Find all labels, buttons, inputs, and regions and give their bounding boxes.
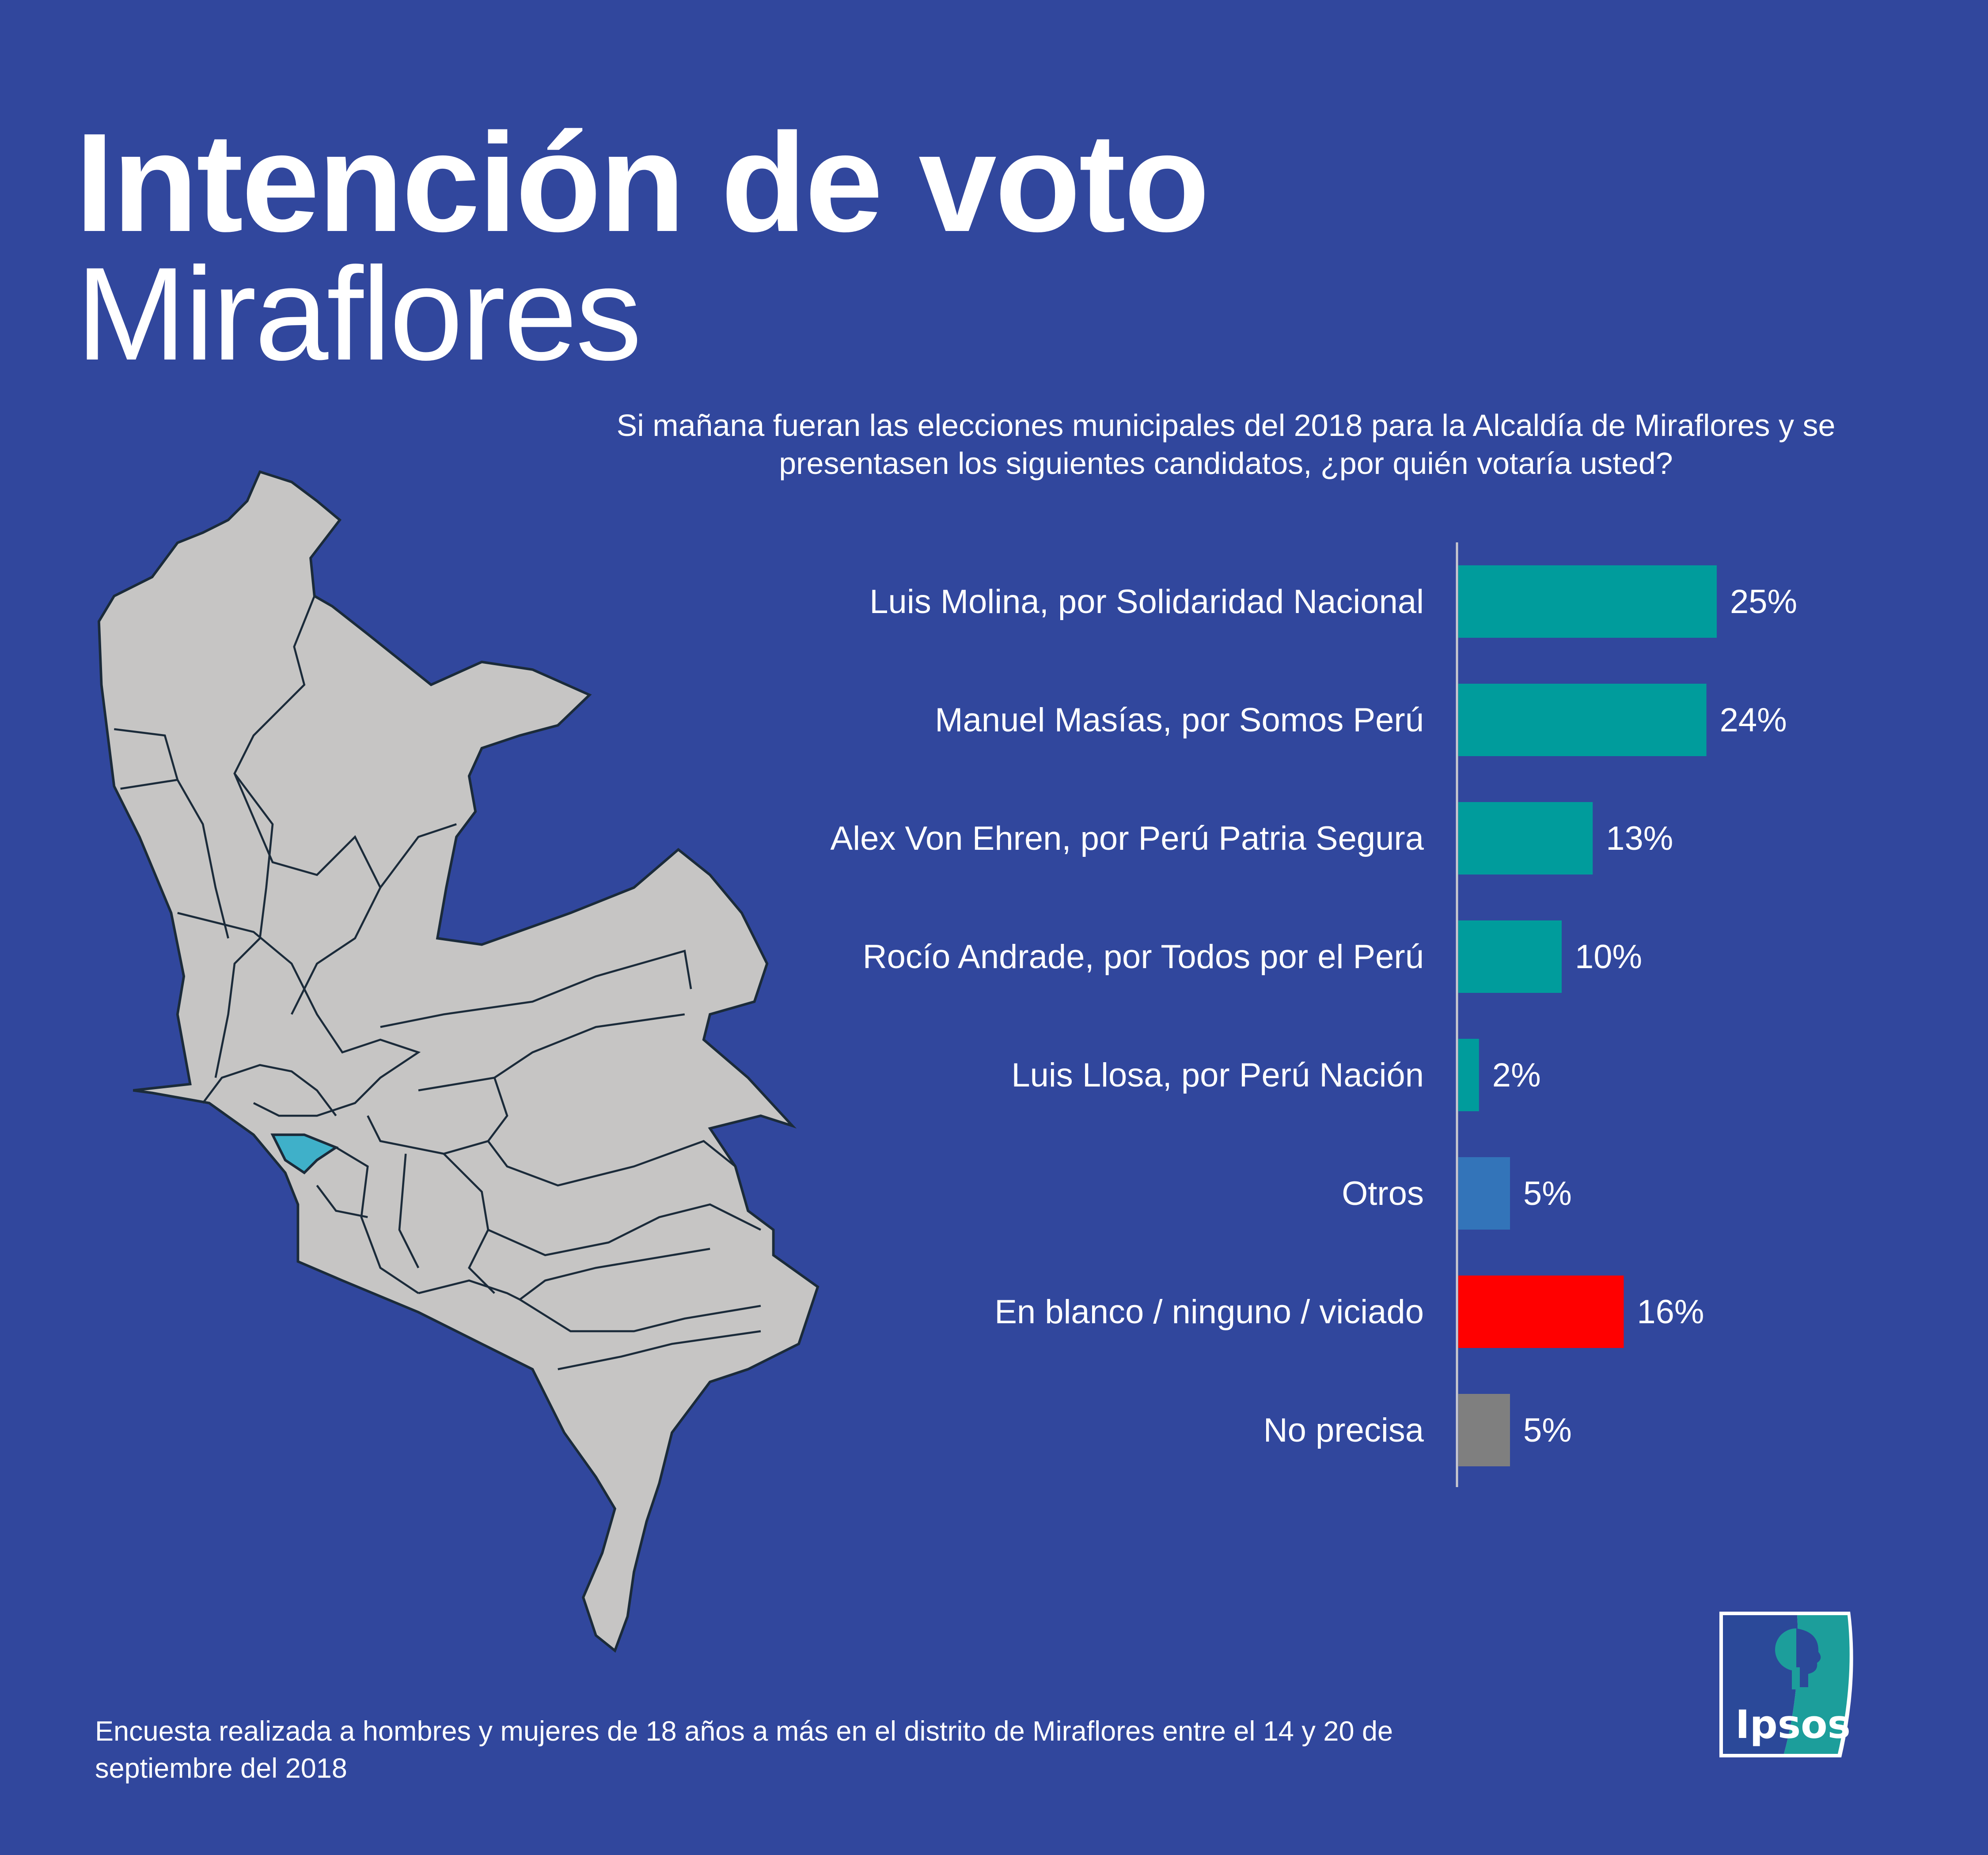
ipsos-logo-text: Ipsos [1735,1702,1851,1747]
value-label: 16% [1637,1293,1704,1331]
value-label: 5% [1523,1175,1572,1212]
value-label: 10% [1575,938,1642,976]
category-label: Rocío Andrade, por Todos por el Perú [863,938,1424,976]
value-label: 25% [1730,583,1797,621]
bar [1458,1394,1510,1466]
bar [1458,1039,1479,1111]
category-label: Alex Von Ehren, por Perú Patria Segura [831,820,1424,857]
page-title: Intención de voto [75,104,1210,261]
bar [1458,1157,1510,1230]
category-label: Manuel Masías, por Somos Perú [935,701,1424,739]
bar [1458,920,1562,993]
miraflores-district [270,1133,339,1175]
survey-question: Si mañana fueran las elecciones municipa… [616,408,1836,481]
value-label: 24% [1720,701,1787,739]
district-borders [114,595,761,1370]
bar [1458,802,1593,874]
bar [1458,684,1707,756]
category-label: Otros [1342,1175,1424,1212]
category-label: En blanco / ninguno / viciado [994,1293,1424,1331]
page-subtitle: Miraflores [76,239,642,388]
lima-land [97,470,819,1653]
bar [1458,1276,1624,1348]
category-label: Luis Llosa, por Perú Nación [1011,1056,1424,1094]
bar [1458,565,1717,638]
category-label: Luis Molina, por Solidaridad Nacional [869,583,1424,621]
value-label: 5% [1523,1412,1572,1449]
ipsos-logo: Ipsos [1719,1612,1853,1757]
value-label: 2% [1492,1056,1541,1094]
survey-footnote: Encuesta realizada a hombres y mujeres d… [95,1716,1393,1784]
category-label: No precisa [1263,1412,1424,1449]
value-label: 13% [1606,820,1673,857]
